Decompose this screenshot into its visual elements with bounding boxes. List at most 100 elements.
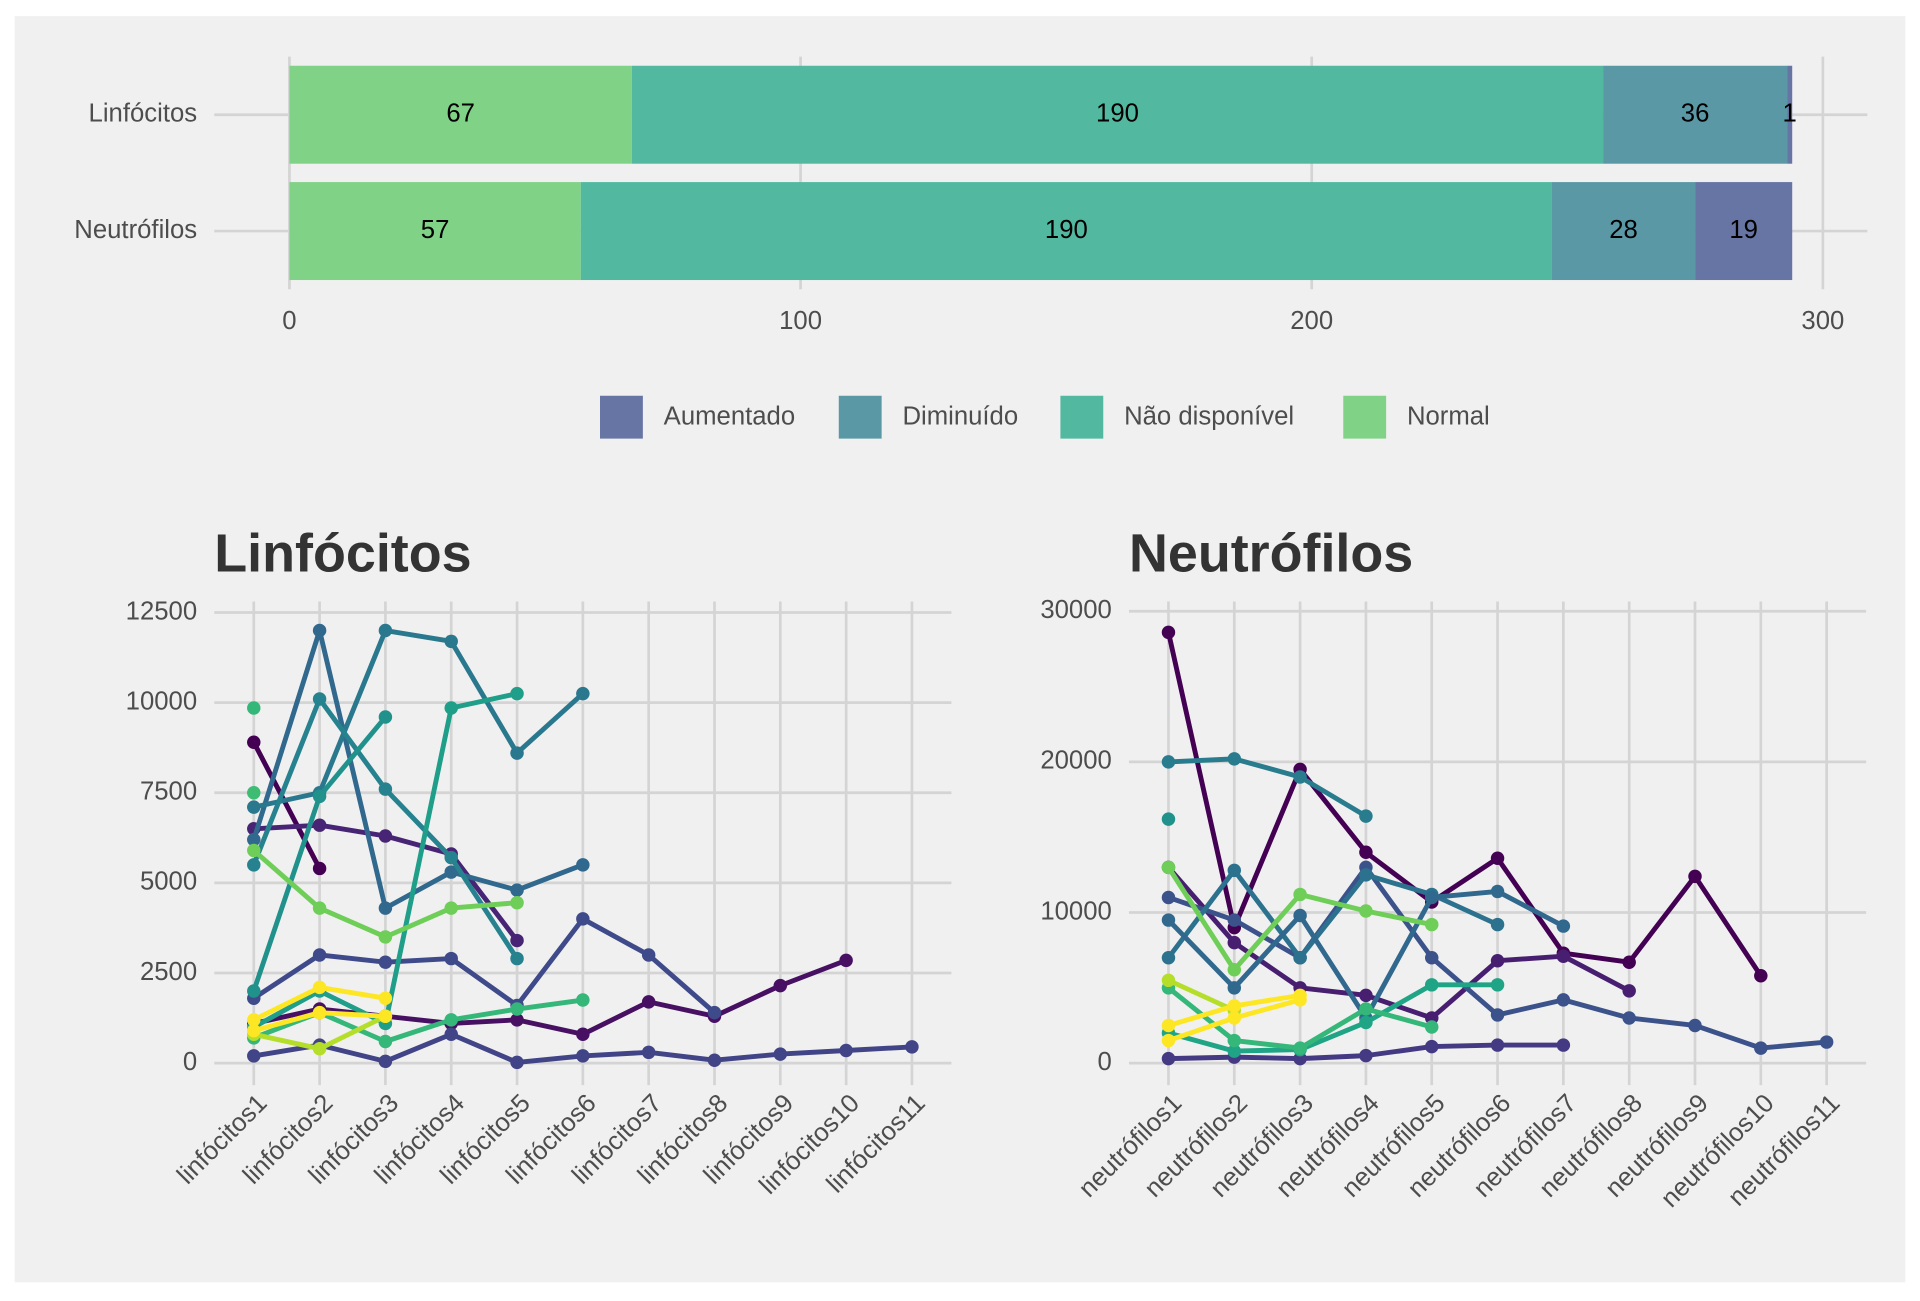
- point: [1754, 969, 1768, 983]
- point: [1161, 913, 1176, 927]
- point: [312, 948, 327, 962]
- x-tick-label: 100: [779, 307, 822, 335]
- point: [247, 1023, 261, 1038]
- data-label: 19: [1729, 216, 1758, 244]
- legend-label: Aumentado: [664, 403, 795, 431]
- point: [773, 1047, 788, 1061]
- point: [1556, 949, 1571, 963]
- series-line: [252, 916, 717, 1015]
- point: [444, 1013, 458, 1027]
- point: [1425, 1039, 1439, 1054]
- y-tick-label: 0: [183, 1048, 197, 1076]
- point: [378, 1054, 393, 1069]
- point: [839, 1043, 853, 1058]
- point: [312, 1005, 327, 1020]
- point: [1359, 845, 1373, 860]
- point: [1227, 1011, 1242, 1025]
- data-label: 36: [1681, 100, 1710, 128]
- point: [1227, 963, 1242, 977]
- point: [378, 901, 393, 915]
- point: [247, 832, 261, 847]
- point: [378, 991, 393, 1005]
- bar-segment: [289, 65, 632, 164]
- data-label: 190: [1045, 216, 1088, 244]
- point: [1425, 1020, 1439, 1034]
- point: [1227, 999, 1242, 1013]
- point: [1425, 978, 1439, 992]
- point: [378, 710, 393, 724]
- point: [641, 1045, 656, 1060]
- point: [641, 948, 656, 962]
- point: [378, 1009, 393, 1023]
- point: [1359, 988, 1373, 1003]
- data-label: 57: [421, 216, 450, 244]
- point: [510, 1002, 524, 1016]
- series-line: [1167, 978, 1236, 1013]
- point: [1754, 1041, 1768, 1055]
- point: [1161, 755, 1176, 769]
- point: [510, 1013, 524, 1027]
- point: [1227, 1033, 1242, 1048]
- point: [247, 843, 261, 858]
- point: [510, 686, 524, 701]
- point: [839, 953, 853, 968]
- point: [1227, 935, 1242, 950]
- y-tick-label: 30000: [1040, 596, 1111, 624]
- point: [247, 786, 261, 800]
- point: [444, 865, 458, 879]
- point: [247, 1049, 261, 1063]
- bar-segment: [1551, 182, 1696, 281]
- point: [510, 951, 524, 966]
- point: [444, 701, 458, 715]
- bar-segment: [289, 182, 581, 281]
- point: [1161, 625, 1176, 640]
- point: [1688, 1018, 1702, 1033]
- point: [1293, 908, 1307, 923]
- y-tick-label: 10000: [1040, 897, 1111, 925]
- point: [707, 1053, 722, 1067]
- point: [576, 1049, 590, 1063]
- point: [378, 623, 393, 638]
- y-tick-label: 2500: [140, 958, 197, 986]
- point: [312, 980, 327, 995]
- point: [1359, 904, 1373, 918]
- bar-segment: [631, 65, 1604, 164]
- point: [1293, 1041, 1307, 1055]
- point: [510, 895, 524, 910]
- legend-key: [838, 395, 882, 439]
- point: [444, 901, 458, 915]
- bar-segment: [580, 182, 1552, 281]
- point: [378, 1034, 393, 1049]
- y-tick-label: 0: [1098, 1048, 1112, 1076]
- point: [444, 951, 458, 966]
- legend-key: [1343, 395, 1387, 439]
- point: [1425, 917, 1439, 932]
- point: [247, 1013, 261, 1027]
- point: [1359, 1015, 1373, 1030]
- point: [1622, 955, 1636, 969]
- series-line: [1166, 631, 1763, 978]
- point: [1490, 917, 1505, 932]
- chart-title: Linfócitos: [214, 524, 471, 584]
- point: [1688, 869, 1702, 884]
- point: [312, 901, 327, 915]
- y-tick-label: Neutrófilos: [74, 216, 197, 244]
- y-tick-label: 5000: [140, 868, 197, 896]
- point: [1293, 887, 1307, 902]
- point: [510, 746, 524, 760]
- series-line: [251, 741, 322, 870]
- y-tick-label: Linfócitos: [89, 100, 198, 128]
- y-tick-label: 12500: [126, 597, 197, 625]
- point: [773, 978, 788, 993]
- point: [247, 858, 261, 872]
- x-tick-label: 200: [1290, 307, 1333, 335]
- point: [707, 1005, 722, 1020]
- point: [1227, 913, 1242, 927]
- x-tick-label: 300: [1801, 307, 1844, 335]
- point: [1425, 950, 1439, 965]
- y-tick-label: 20000: [1040, 747, 1111, 775]
- point: [1490, 978, 1505, 992]
- point: [510, 883, 524, 897]
- point: [444, 634, 458, 649]
- point: [1161, 812, 1176, 826]
